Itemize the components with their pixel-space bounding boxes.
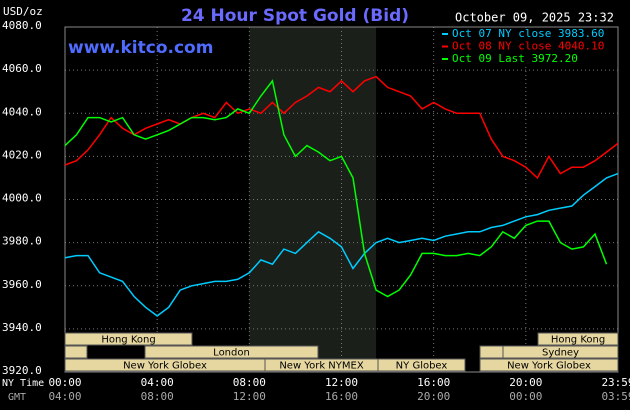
x-tick-label: 23:59 (601, 376, 630, 389)
legend-label: Oct 08 NY close 4040.10 (452, 40, 604, 53)
series-line (64, 79, 608, 298)
session-label: Sydney (542, 348, 579, 359)
x-tick-label: 20:00 (509, 376, 542, 389)
series-line (64, 75, 619, 180)
y-tick-label: 4060.0 (2, 62, 42, 75)
session-box (479, 345, 504, 359)
session-box (502, 345, 619, 359)
session-label: Hong Kong (101, 335, 155, 346)
session-box (64, 345, 88, 359)
legend-box (438, 28, 617, 66)
y-tick-label: 4040.0 (2, 105, 42, 118)
session-label: Hong Kong (551, 335, 605, 346)
y-tick-label: 3980.0 (2, 235, 42, 248)
y-axis-label: USD/oz (3, 5, 43, 18)
timestamp: October 09, 2025 23:32 (455, 11, 614, 25)
session-box (479, 358, 619, 372)
session-box (537, 332, 619, 346)
session-box (377, 358, 466, 372)
session-label: New York Globex (507, 361, 591, 372)
plot-frame (64, 26, 619, 373)
x-tick-label: 04:00 (141, 376, 174, 389)
session-box (144, 345, 319, 359)
y-tick-label: 4020.0 (2, 148, 42, 161)
y-tick-label: 3960.0 (2, 278, 42, 291)
session-label: New York Globex (123, 361, 207, 372)
y-tick-label: 3920.0 (2, 364, 42, 377)
x-tick-label-gmt: 08:00 (141, 390, 174, 403)
x-tick-label: 08:00 (233, 376, 266, 389)
x-tick-label-gmt: 03:59 (601, 390, 630, 403)
y-tick-label: 4000.0 (2, 192, 42, 205)
x-tick-label-gmt: 20:00 (417, 390, 450, 403)
session-label: New York NYMEX (279, 361, 364, 372)
session-box (64, 332, 193, 346)
series-line (64, 172, 619, 317)
x-tick-label: 00:00 (48, 376, 81, 389)
x-row-label: GMT (8, 392, 26, 403)
x-tick-label-gmt: 00:00 (509, 390, 542, 403)
x-tick-label-gmt: 16:00 (325, 390, 358, 403)
x-row-label: NY Time (2, 378, 44, 389)
session-label: London (213, 348, 250, 359)
legend-label: Oct 07 NY close 3983.60 (452, 27, 604, 40)
x-tick-label: 12:00 (325, 376, 358, 389)
x-tick-label-gmt: 04:00 (48, 390, 81, 403)
y-tick-label: 3940.0 (2, 321, 42, 334)
y-tick-label: 4080.0 (2, 19, 42, 32)
legend-label: Oct 09 Last 3972.20 (452, 52, 578, 65)
chart-title: 24 Hour Spot Gold (Bid) (181, 6, 409, 26)
x-tick-label-gmt: 12:00 (233, 390, 266, 403)
x-tick-label: 16:00 (417, 376, 450, 389)
session-label: NY Globex (396, 361, 448, 372)
source-label: www.kitco.com (68, 38, 213, 58)
